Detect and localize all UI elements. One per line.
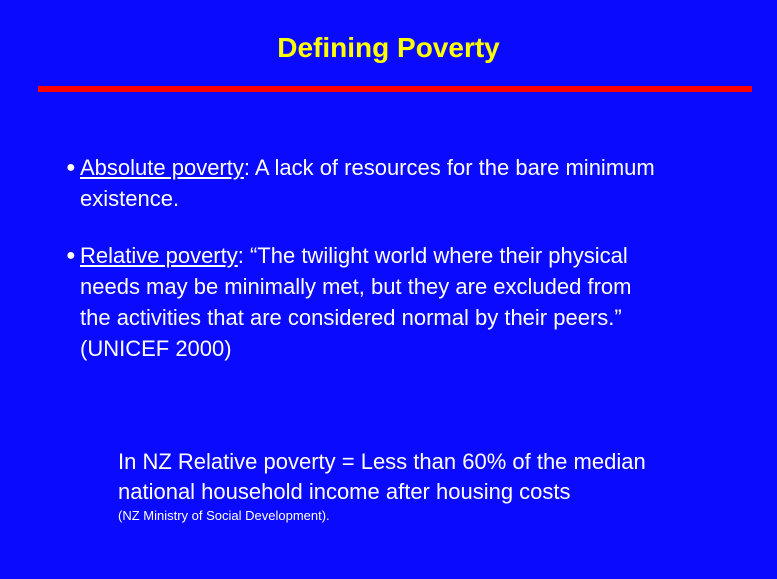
text: : A lack of resources for the bare minim…	[243, 155, 655, 180]
bullet-text: Absolute poverty: A lack of resources fo…	[80, 152, 655, 214]
note: In NZ Relative poverty = Less than 60% o…	[118, 447, 646, 525]
term: Absolute poverty	[80, 155, 244, 180]
title-rule	[38, 86, 752, 92]
bullet-dot: ●	[66, 247, 76, 264]
bullet: ● Relative poverty: “The twilight world w…	[66, 240, 631, 364]
text-line: needs may be minimally met, but they are…	[80, 271, 631, 302]
term: Relative poverty	[80, 243, 238, 268]
bullet: ● Absolute poverty: A lack of resources f…	[66, 152, 655, 214]
note-source: (NZ Ministry of Social Development).	[118, 508, 330, 523]
text: the activities that are considered norma…	[80, 305, 622, 330]
text: (UNICEF 2000)	[80, 336, 232, 361]
slide-title: Defining Poverty	[277, 32, 500, 63]
note-lines: In NZ Relative poverty = Less than 60% o…	[118, 447, 646, 507]
text: existence.	[80, 186, 180, 211]
text-line: Relative poverty: “The twilight world wh…	[80, 240, 631, 271]
text-line: the activities that are considered norma…	[80, 302, 631, 333]
note-line: In NZ Relative poverty = Less than 60% o…	[118, 449, 646, 474]
text: : “The twilight world where their physic…	[237, 243, 628, 268]
bullet-dot: ●	[66, 159, 76, 176]
text-line: Absolute poverty: A lack of resources fo…	[80, 152, 655, 183]
note-line: national household income after housing …	[118, 479, 571, 504]
bullet-text: Relative poverty: “The twilight world wh…	[80, 240, 631, 364]
text-line: existence.	[80, 183, 655, 214]
text: needs may be minimally met, but they are…	[80, 274, 632, 299]
text-line: (UNICEF 2000)	[80, 333, 631, 364]
